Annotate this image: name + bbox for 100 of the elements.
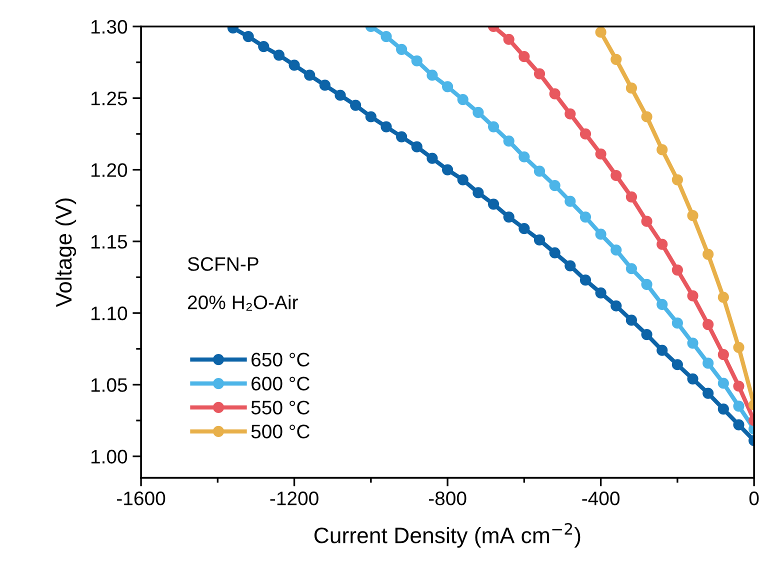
point (656, 344, 668, 356)
point (411, 55, 422, 66)
y-tick-label: 1.25 (91, 92, 128, 106)
x-tick-label: 0 (749, 492, 759, 506)
point (672, 174, 683, 186)
legend-label: 600 °C (252, 376, 310, 391)
point (595, 148, 606, 160)
point (733, 419, 744, 430)
point (503, 34, 514, 45)
point (288, 60, 300, 71)
legend-label: 500 °C (251, 424, 310, 438)
point (656, 144, 668, 156)
point (610, 244, 622, 256)
point (595, 228, 606, 240)
point (580, 128, 592, 140)
y-tick-label: 1.30 (91, 20, 128, 34)
point (488, 198, 500, 210)
point (733, 380, 744, 392)
point (426, 152, 438, 164)
legend-label: 550 °C (251, 400, 310, 414)
point (518, 51, 530, 62)
point (672, 359, 683, 370)
point (656, 298, 668, 310)
point (488, 121, 500, 132)
point (702, 318, 714, 330)
annotation: SCFN-P (188, 257, 258, 271)
point (718, 378, 729, 389)
point (595, 287, 606, 299)
point (641, 328, 652, 340)
point (672, 264, 683, 276)
point (503, 211, 514, 223)
point (472, 106, 484, 118)
point (350, 100, 362, 111)
point (549, 88, 560, 100)
legend-label: 650 °C (252, 352, 310, 367)
point (702, 388, 714, 399)
point (442, 164, 454, 176)
point (733, 342, 744, 353)
point (687, 210, 698, 222)
point (610, 54, 622, 65)
point (610, 170, 622, 182)
x-tick-label: -400 (582, 492, 620, 506)
point (534, 234, 546, 246)
point (380, 30, 392, 42)
point (580, 211, 592, 223)
y-tick-label: 1.10 (91, 306, 128, 320)
point (472, 187, 484, 198)
point (564, 260, 576, 272)
point (396, 44, 408, 55)
point (687, 373, 698, 385)
point (702, 248, 714, 260)
point (411, 141, 422, 152)
y-tick-label: 1.15 (91, 235, 128, 249)
point (396, 131, 408, 142)
x-axis-title: Current Density (mA cm$^{−2}$) (314, 523, 580, 548)
point (457, 174, 468, 186)
point (641, 111, 652, 122)
point (641, 278, 652, 290)
annotation: 20% H₂O-Air (188, 294, 298, 311)
point (610, 300, 622, 312)
point (733, 400, 744, 412)
point (534, 68, 546, 80)
x-tick-label: -1600 (117, 492, 166, 506)
point (718, 349, 729, 360)
point (687, 338, 698, 349)
point (626, 263, 638, 274)
point (549, 247, 560, 258)
point (672, 318, 683, 329)
point (258, 40, 270, 52)
point (273, 50, 285, 61)
point (426, 70, 438, 81)
x-tick-label: -1200 (270, 492, 318, 506)
point (334, 90, 346, 101)
point (549, 180, 560, 192)
point (626, 82, 638, 94)
point (518, 222, 530, 234)
point (564, 108, 576, 120)
point (304, 70, 316, 81)
point (380, 121, 392, 132)
point (580, 274, 592, 286)
point (687, 290, 698, 302)
point (564, 196, 576, 207)
point (242, 30, 254, 42)
point (595, 26, 606, 38)
point (641, 216, 652, 227)
y-tick-label: 1.00 (91, 450, 128, 464)
y-axis-title: Voltage (V) (55, 198, 76, 308)
point (702, 358, 714, 369)
point (626, 191, 638, 203)
point (457, 94, 468, 106)
point (442, 81, 454, 92)
y-tick-label: 1.20 (91, 163, 128, 177)
point (718, 403, 729, 415)
point (365, 111, 376, 122)
point (534, 166, 546, 177)
x-tick-label: -800 (428, 492, 466, 506)
point (503, 136, 514, 147)
point (518, 151, 530, 162)
point (718, 292, 729, 303)
y-tick-label: 1.05 (91, 378, 128, 392)
